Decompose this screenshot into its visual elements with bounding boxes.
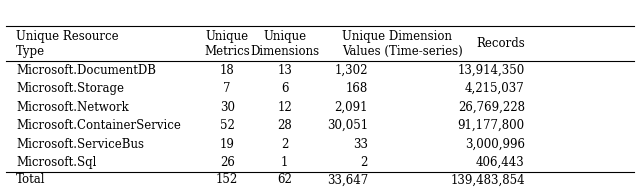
Text: Total: Total — [16, 173, 45, 186]
Text: 26: 26 — [220, 156, 235, 169]
Text: 18: 18 — [220, 64, 235, 77]
Text: Microsoft.Sql: Microsoft.Sql — [16, 156, 97, 169]
Text: 3,000,996: 3,000,996 — [465, 138, 525, 151]
Text: 406,443: 406,443 — [476, 156, 525, 169]
Text: 2,091: 2,091 — [335, 101, 368, 114]
Text: 2: 2 — [360, 156, 368, 169]
Text: Unique Resource
Type: Unique Resource Type — [16, 30, 118, 58]
Text: 152: 152 — [216, 173, 238, 186]
Text: 28: 28 — [277, 119, 292, 132]
Text: 13: 13 — [277, 64, 292, 77]
Text: Unique
Metrics: Unique Metrics — [204, 30, 250, 58]
Text: 12: 12 — [277, 101, 292, 114]
Text: Microsoft.ContainerService: Microsoft.ContainerService — [16, 119, 181, 132]
Text: Unique
Dimensions: Unique Dimensions — [250, 30, 319, 58]
Text: 1: 1 — [281, 156, 289, 169]
Text: Unique Dimension
Values (Time-series): Unique Dimension Values (Time-series) — [342, 30, 463, 58]
Text: Microsoft.Network: Microsoft.Network — [16, 101, 129, 114]
Text: 4,215,037: 4,215,037 — [465, 82, 525, 95]
Text: 30: 30 — [220, 101, 235, 114]
Text: 168: 168 — [346, 82, 368, 95]
Text: 30,051: 30,051 — [327, 119, 368, 132]
Text: 2: 2 — [281, 138, 289, 151]
Text: 26,769,228: 26,769,228 — [458, 101, 525, 114]
Text: 7: 7 — [223, 82, 231, 95]
Text: 6: 6 — [281, 82, 289, 95]
Text: 13,914,350: 13,914,350 — [458, 64, 525, 77]
Text: Microsoft.DocumentDB: Microsoft.DocumentDB — [16, 64, 156, 77]
Text: 33: 33 — [353, 138, 368, 151]
Text: Microsoft.Storage: Microsoft.Storage — [16, 82, 124, 95]
Text: Records: Records — [476, 37, 525, 50]
Text: 91,177,800: 91,177,800 — [458, 119, 525, 132]
Text: Microsoft.ServiceBus: Microsoft.ServiceBus — [16, 138, 144, 151]
Text: 19: 19 — [220, 138, 235, 151]
Text: 139,483,854: 139,483,854 — [450, 173, 525, 186]
Text: 52: 52 — [220, 119, 235, 132]
Text: 1,302: 1,302 — [335, 64, 368, 77]
Text: 33,647: 33,647 — [327, 173, 368, 186]
Text: 62: 62 — [277, 173, 292, 186]
